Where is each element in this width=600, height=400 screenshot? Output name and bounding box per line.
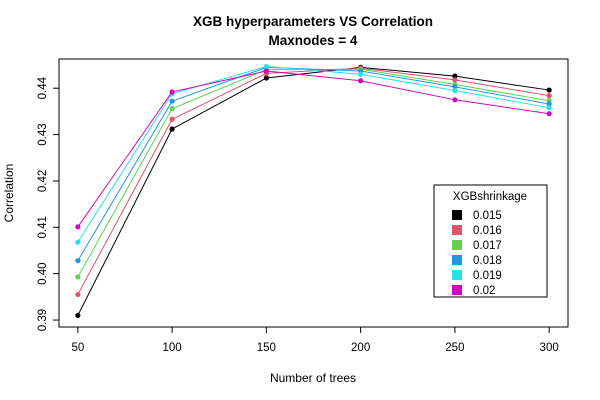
y-tick-label-3: 0.42 — [37, 170, 49, 192]
data-point-5-1 — [169, 89, 175, 95]
legend-swatch-4 — [452, 270, 462, 280]
y-tick-label-0: 0.39 — [37, 309, 49, 331]
x-tick-label-3: 200 — [351, 342, 370, 354]
legend-label-1: 0.016 — [473, 225, 502, 237]
data-point-4-3 — [358, 71, 364, 77]
legend-swatch-1 — [452, 225, 462, 235]
series-line-0 — [77, 66, 550, 316]
chart-subtitle: Maxnodes = 4 — [269, 33, 358, 48]
legend-label-5: 0.02 — [473, 285, 495, 297]
x-tick-label-4: 250 — [445, 342, 464, 354]
legend-label-2: 0.017 — [473, 240, 502, 252]
data-point-2-0 — [75, 274, 81, 280]
series-layer — [75, 63, 552, 319]
y-tick-label-1: 0.40 — [37, 262, 49, 284]
legend-swatch-5 — [452, 285, 462, 295]
data-point-5-2 — [263, 68, 269, 74]
y-tick-label-2: 0.41 — [37, 216, 49, 238]
data-point-1-4 — [452, 77, 458, 83]
data-point-4-5 — [546, 105, 552, 111]
legend-swatch-3 — [452, 255, 462, 265]
x-tick-label-5: 300 — [540, 342, 559, 354]
legend-label-4: 0.019 — [473, 270, 502, 282]
x-tick-label-2: 150 — [257, 342, 276, 354]
data-point-3-5 — [546, 101, 552, 107]
series-5 — [75, 68, 552, 230]
legend-title: XGBshrinkage — [453, 191, 527, 203]
data-point-1-0 — [75, 291, 81, 298]
data-point-3-0 — [75, 258, 81, 264]
data-point-4-4 — [452, 87, 458, 94]
x-tick-label-1: 100 — [163, 342, 182, 354]
data-point-3-4 — [452, 84, 458, 90]
legend-items: 0.015 0.016 0.017 0.018 0.019 0.02 — [452, 210, 502, 297]
y-tick-label-5: 0.44 — [37, 76, 49, 99]
data-point-0-4 — [452, 73, 458, 79]
x-axis: 50 100 150 200 250 300 — [71, 327, 559, 354]
data-point-5-0 — [75, 224, 81, 230]
data-point-5-5 — [546, 111, 552, 117]
x-tick-label-0: 50 — [71, 342, 84, 354]
data-point-1-1 — [169, 116, 175, 122]
data-point-2-1 — [169, 106, 175, 112]
data-point-0-2 — [263, 75, 269, 81]
legend: XGBshrinkage 0.0150.0160.0170.0180.0190.… — [433, 184, 548, 298]
series-line-4 — [77, 65, 550, 243]
legend-label-0: 0.015 — [473, 210, 502, 222]
legend-swatch-0 — [452, 210, 462, 220]
data-point-1-5 — [546, 93, 552, 99]
legend-label-3: 0.018 — [473, 255, 502, 267]
data-point-0-1 — [169, 126, 175, 132]
data-point-0-5 — [546, 87, 552, 93]
x-axis-label: Number of trees — [270, 371, 356, 385]
chart-title: XGB hyperparameters VS Correlation — [193, 14, 433, 29]
series-line-5 — [77, 70, 550, 228]
data-point-3-1 — [169, 98, 175, 104]
data-point-5-4 — [452, 97, 458, 103]
data-point-0-0 — [75, 312, 81, 319]
y-axis-label: Correlation — [2, 164, 16, 223]
series-line-3 — [77, 66, 550, 261]
data-point-4-0 — [75, 239, 81, 245]
legend-swatch-2 — [452, 240, 462, 250]
y-axis: 0.39 0.40 0.41 0.42 0.43 0.44 — [37, 76, 59, 331]
y-tick-label-4: 0.43 — [37, 123, 49, 145]
data-point-5-3 — [358, 78, 364, 84]
data-point-4-2 — [263, 63, 269, 70]
plot-frame — [58, 58, 569, 328]
